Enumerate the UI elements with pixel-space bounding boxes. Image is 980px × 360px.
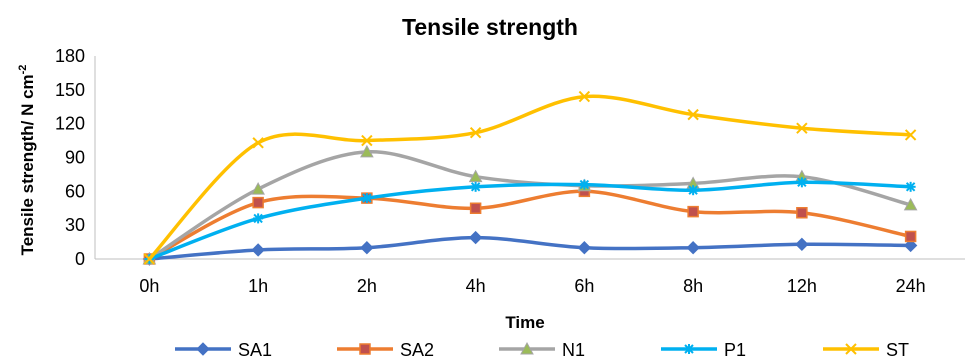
- data-point-sa2-4h: [469, 202, 482, 214]
- data-point-n1-2h: [360, 144, 374, 158]
- y-axis-label-superscript: -2: [17, 65, 29, 75]
- legend-marker-sa2: [359, 343, 371, 355]
- y-tick-label: 0: [75, 249, 85, 269]
- legend-marker-p1: [684, 344, 694, 354]
- legend-marker-sa1: [196, 342, 210, 356]
- x-tick-label: 4h: [466, 276, 486, 296]
- x-tick-label: 6h: [574, 276, 594, 296]
- data-point-sa1-6h: [577, 241, 592, 255]
- data-point-st-4h: [469, 126, 482, 139]
- data-point-n1-1h: [251, 182, 265, 195]
- data-point-st-1h: [252, 137, 264, 149]
- legend-label-p1: P1: [724, 340, 746, 360]
- legend-label-sa1: SA1: [238, 340, 272, 360]
- data-point-sa1-8h: [686, 241, 700, 255]
- x-tick-label: 1h: [248, 276, 268, 296]
- data-point-sa1-2h: [360, 241, 374, 255]
- x-tick-label: 24h: [896, 276, 926, 296]
- data-point-sa2-1h: [252, 196, 264, 209]
- legend-marker-n1: [520, 341, 534, 355]
- y-axis-title: Tensile strength/ N cm-2: [17, 65, 37, 256]
- data-point-p1-6h: [579, 179, 590, 190]
- data-point-p1-12h: [796, 177, 807, 188]
- data-point-sa1-1h: [251, 243, 265, 257]
- legend-label-n1: N1: [562, 340, 585, 360]
- data-point-p1-8h: [688, 185, 699, 196]
- y-axis-label: Tensile strength/ N cm: [18, 74, 37, 255]
- y-tick-label: 60: [65, 181, 85, 201]
- y-tick-label: 30: [65, 215, 85, 235]
- series-line-p1: [148, 180, 911, 261]
- y-tick-label: 150: [55, 80, 85, 100]
- y-tick-label: 180: [55, 46, 85, 66]
- data-point-n1-4h: [468, 169, 483, 183]
- data-point-p1-24h: [905, 181, 916, 192]
- series-line-n1: [148, 150, 912, 261]
- data-point-n1-24h: [903, 197, 918, 211]
- data-point-st-6h: [578, 90, 591, 103]
- data-point-sa1-24h: [903, 238, 918, 253]
- data-point-sa1-4h: [468, 230, 483, 245]
- x-tick-label: 2h: [357, 276, 377, 296]
- data-point-st-24h: [904, 129, 917, 141]
- legend-label-sa2: SA2: [400, 340, 434, 360]
- x-tick-label: 12h: [787, 276, 817, 296]
- x-axis-title: Time: [505, 313, 544, 332]
- plot-area: 0 30 60 90 120 150 180 0h 1h 2h 4h 6h 8h 12h 24h: [55, 46, 965, 296]
- data-point-st-0h: [143, 253, 156, 265]
- data-point-st-2h: [361, 134, 373, 147]
- data-point-sa2-24h: [904, 230, 917, 243]
- x-tick-label: 0h: [139, 276, 159, 296]
- legend: SA1 SA2 N1 P1 ST: [175, 340, 909, 360]
- data-point-sa2-8h: [687, 205, 699, 218]
- data-point-p1-4h: [470, 181, 481, 192]
- svg-text:Tensile strength/ N cm-2: Tensile strength/ N cm-2: [17, 65, 37, 256]
- data-point-st-8h: [687, 108, 699, 121]
- series-line-sa1: [149, 235, 911, 261]
- x-tick-label: 8h: [683, 276, 703, 296]
- data-point-p1-2h: [361, 193, 372, 204]
- legend-marker-st: [845, 343, 857, 355]
- data-point-sa1-12h: [795, 237, 809, 252]
- data-point-st-12h: [796, 122, 808, 134]
- y-tick-label: 90: [65, 148, 85, 168]
- data-point-sa2-12h: [796, 207, 808, 219]
- data-point-p1-1h: [253, 213, 264, 224]
- y-tick-label: 120: [55, 114, 85, 134]
- chart-title: Tensile strength: [402, 14, 578, 40]
- legend-label-st: ST: [886, 340, 909, 360]
